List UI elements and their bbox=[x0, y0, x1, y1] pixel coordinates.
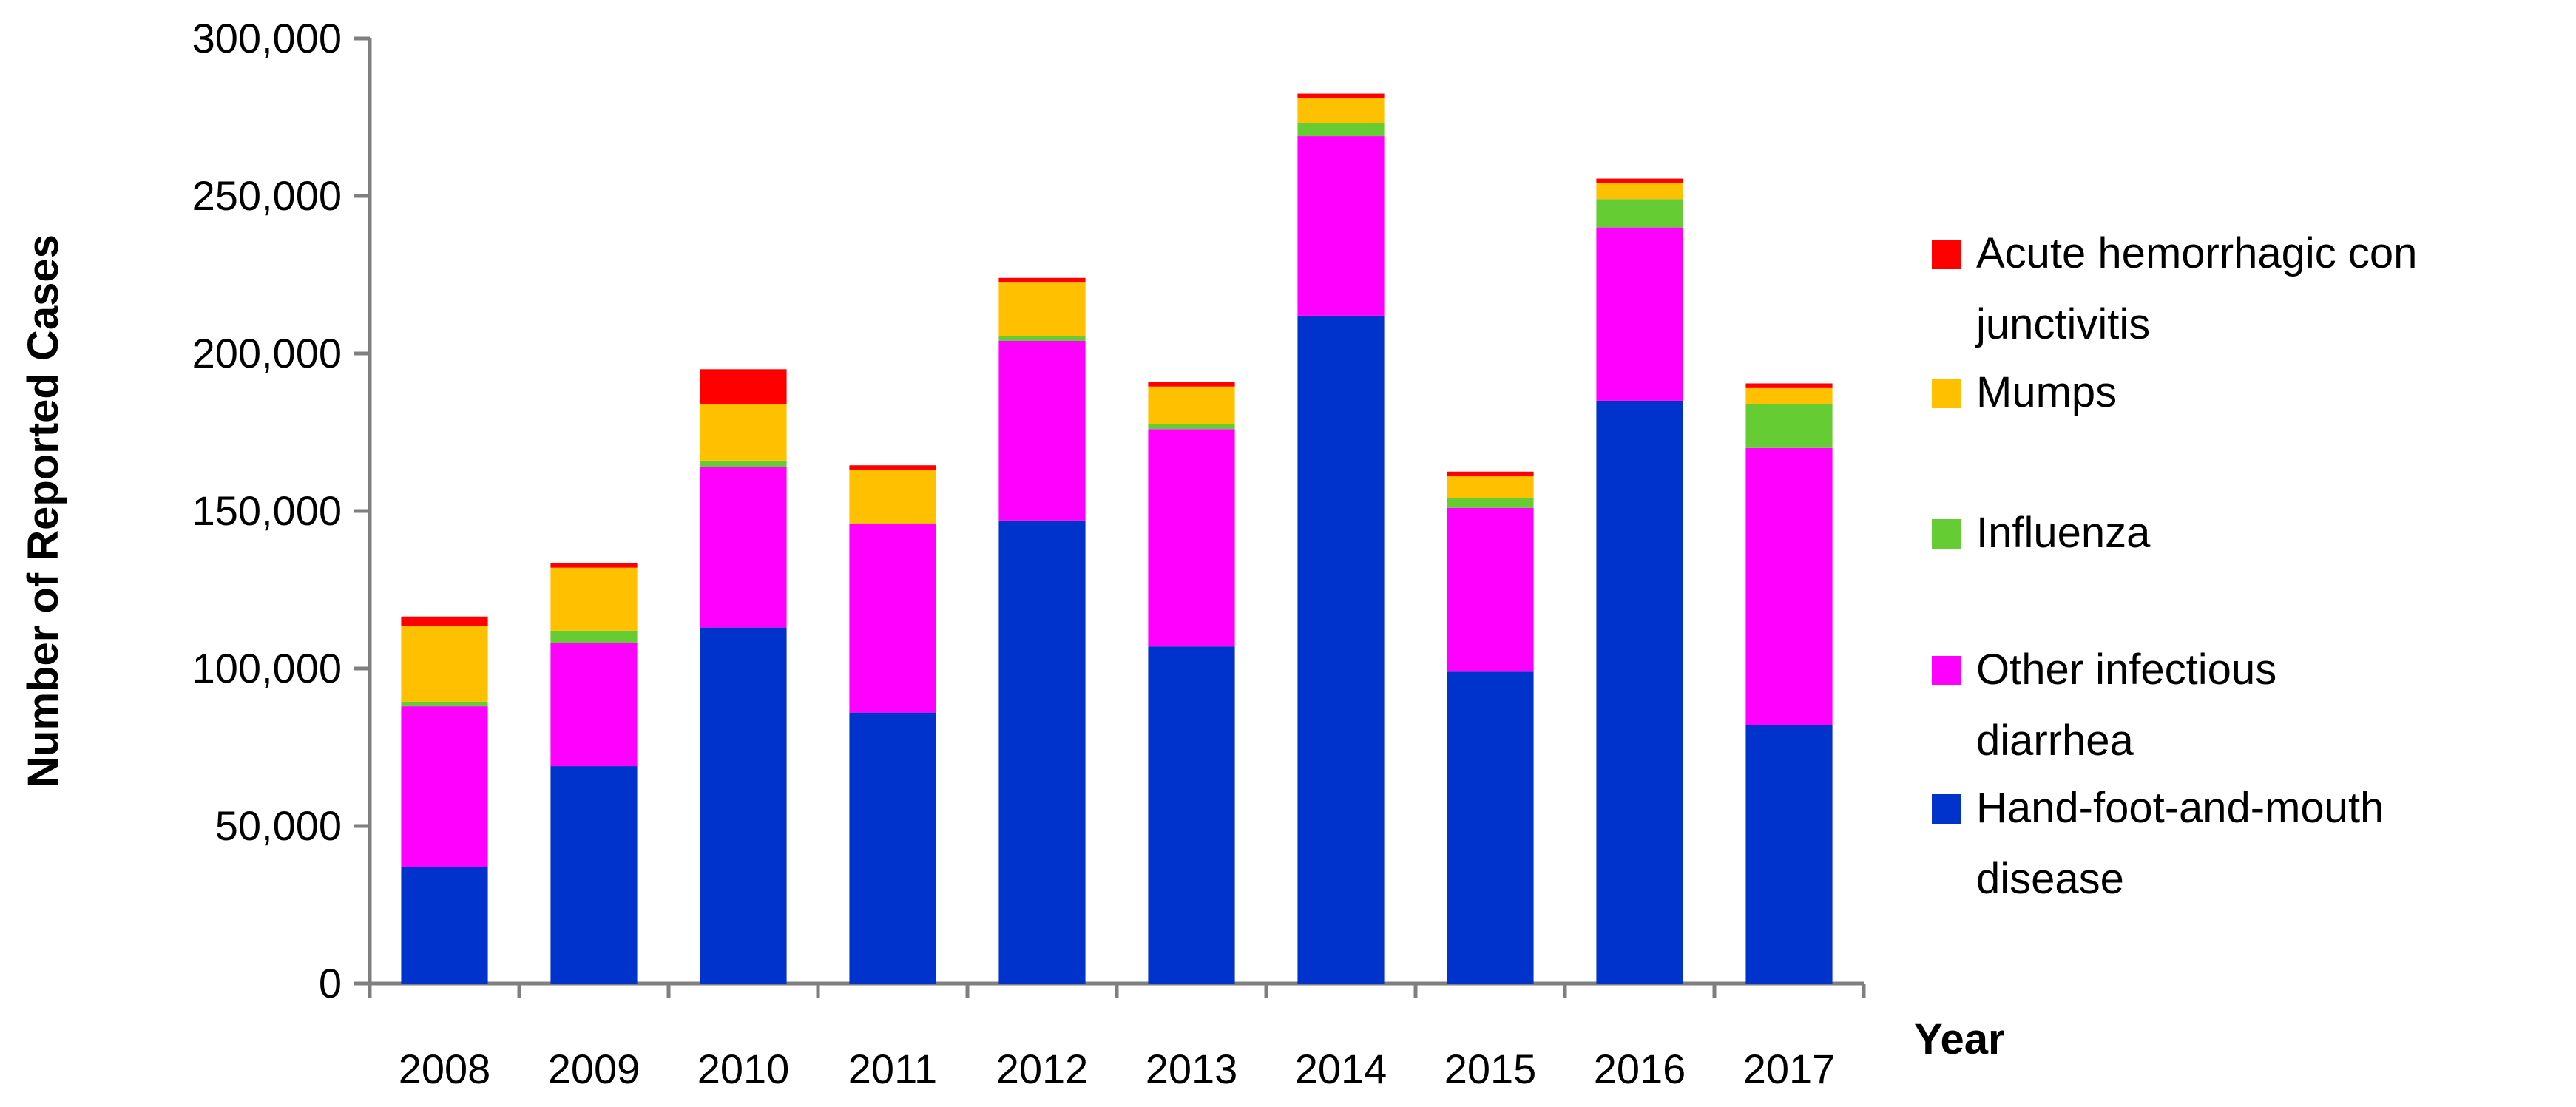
y-tick-label: 200,000 bbox=[192, 330, 342, 376]
legend-label-4: Hand-foot-and-mouth disease bbox=[1976, 784, 2384, 903]
bar-2012-series-2 bbox=[998, 336, 1086, 341]
bar-2013-series-0 bbox=[1148, 646, 1235, 984]
y-tick-label: 300,000 bbox=[192, 15, 342, 61]
bar-2010-series-2 bbox=[700, 460, 787, 467]
legend-swatch-3 bbox=[1932, 656, 1961, 685]
bar-2009-series-2 bbox=[550, 630, 638, 643]
y-tick-label: 100,000 bbox=[192, 645, 342, 691]
bar-2016-series-3 bbox=[1596, 183, 1683, 200]
bar-2012-series-1 bbox=[998, 340, 1086, 521]
bar-2016-series-4 bbox=[1596, 178, 1683, 183]
bar-2010-series-3 bbox=[700, 404, 787, 461]
legend-swatch-1 bbox=[1932, 379, 1961, 408]
x-tick-label-2011: 2011 bbox=[848, 1046, 937, 1092]
x-tick-label-2013: 2013 bbox=[1146, 1046, 1238, 1092]
bar-2015-series-1 bbox=[1447, 507, 1534, 672]
bar-2017-series-1 bbox=[1745, 447, 1833, 725]
bar-2013-series-1 bbox=[1148, 429, 1235, 647]
bar-2009-series-0 bbox=[550, 766, 638, 984]
y-tick-label: 50,000 bbox=[215, 802, 342, 849]
bar-2016-series-0 bbox=[1596, 400, 1683, 984]
bar-2009-series-3 bbox=[550, 567, 638, 631]
x-tick-label-2014: 2014 bbox=[1295, 1046, 1387, 1092]
bar-2011-series-0 bbox=[849, 712, 936, 984]
y-tick-label: 250,000 bbox=[192, 172, 342, 219]
bar-2010-series-0 bbox=[700, 627, 787, 984]
bar-2016-series-1 bbox=[1596, 227, 1683, 401]
bar-2017-series-3 bbox=[1745, 387, 1833, 404]
y-axis-title: Number of Reported Cases bbox=[19, 234, 67, 788]
bar-2014-series-4 bbox=[1297, 93, 1385, 98]
x-tick-label-2012: 2012 bbox=[996, 1046, 1089, 1092]
bar-2014-series-1 bbox=[1297, 136, 1385, 316]
bar-2009-series-1 bbox=[550, 643, 638, 767]
bar-2008-series-0 bbox=[401, 867, 488, 984]
plot-area: 0 50,000 100,000 150,000 200,000 250,000 300,0… bbox=[192, 15, 1866, 1092]
bar-2015-series-4 bbox=[1447, 471, 1534, 477]
legend-swatch-4 bbox=[1932, 794, 1961, 824]
bar-2012-series-0 bbox=[998, 520, 1086, 984]
legend-swatch-2 bbox=[1932, 519, 1961, 549]
legend-label-1: Mumps bbox=[1976, 368, 2117, 416]
y-tick-label: 0 bbox=[319, 960, 342, 1006]
bar-2017-series-0 bbox=[1745, 725, 1833, 984]
legend-label-0: Acute hemorrhagic con junctivitis bbox=[1975, 229, 2417, 348]
bar-2011-series-4 bbox=[849, 465, 936, 470]
bar-2013-series-2 bbox=[1148, 424, 1235, 430]
bar-2010-series-1 bbox=[700, 467, 787, 628]
bar-2017-series-2 bbox=[1745, 404, 1833, 448]
bar-2015-series-0 bbox=[1447, 671, 1534, 984]
x-tick-label-2016: 2016 bbox=[1594, 1046, 1686, 1092]
bar-2015-series-3 bbox=[1447, 476, 1534, 498]
x-tick-label-2009: 2009 bbox=[548, 1046, 640, 1092]
bars bbox=[401, 93, 1833, 984]
bar-2008-series-4 bbox=[401, 616, 488, 626]
legend-swatch-0 bbox=[1932, 240, 1961, 269]
x-tick-label-2008: 2008 bbox=[399, 1046, 491, 1092]
x-tick-label-2010: 2010 bbox=[697, 1046, 790, 1092]
x-axis-title: Year bbox=[1914, 1015, 2005, 1063]
bar-2014-series-2 bbox=[1297, 123, 1385, 137]
legend-label-2: Influenza bbox=[1976, 509, 2151, 557]
x-tick-label-2017: 2017 bbox=[1743, 1046, 1836, 1092]
y-tick-label: 150,000 bbox=[192, 487, 342, 534]
legend: Acute hemorrhagic con junctivitis Mumps Inf… bbox=[1932, 229, 2417, 903]
bar-2014-series-3 bbox=[1297, 98, 1385, 124]
y-axis-ticks: 0 50,000 100,000 150,000 200,000 250,000 300,0… bbox=[192, 15, 370, 1006]
bar-2012-series-3 bbox=[998, 282, 1086, 336]
x-tick-label-2015: 2015 bbox=[1444, 1046, 1537, 1092]
bar-2013-series-3 bbox=[1148, 386, 1235, 424]
bar-2008-series-3 bbox=[401, 626, 488, 702]
bar-2015-series-2 bbox=[1447, 498, 1534, 508]
bar-2012-series-4 bbox=[998, 277, 1086, 283]
bar-2017-series-4 bbox=[1745, 383, 1833, 388]
x-axis-ticks: 2008 2009 2010 2011 2012 2013 2014 2015 2016 2017 bbox=[368, 984, 1866, 1092]
legend-label-3: Other infectious diarrhea bbox=[1976, 646, 2276, 765]
bar-2010-series-4 bbox=[700, 369, 787, 404]
bar-2014-series-0 bbox=[1297, 315, 1385, 984]
bar-2016-series-2 bbox=[1596, 199, 1683, 228]
bar-2013-series-4 bbox=[1148, 382, 1235, 387]
bar-2008-series-1 bbox=[401, 706, 488, 867]
bar-2011-series-1 bbox=[849, 524, 936, 713]
bar-2011-series-3 bbox=[849, 470, 936, 524]
bar-2009-series-4 bbox=[550, 563, 638, 568]
bar-2008-series-2 bbox=[401, 701, 488, 707]
